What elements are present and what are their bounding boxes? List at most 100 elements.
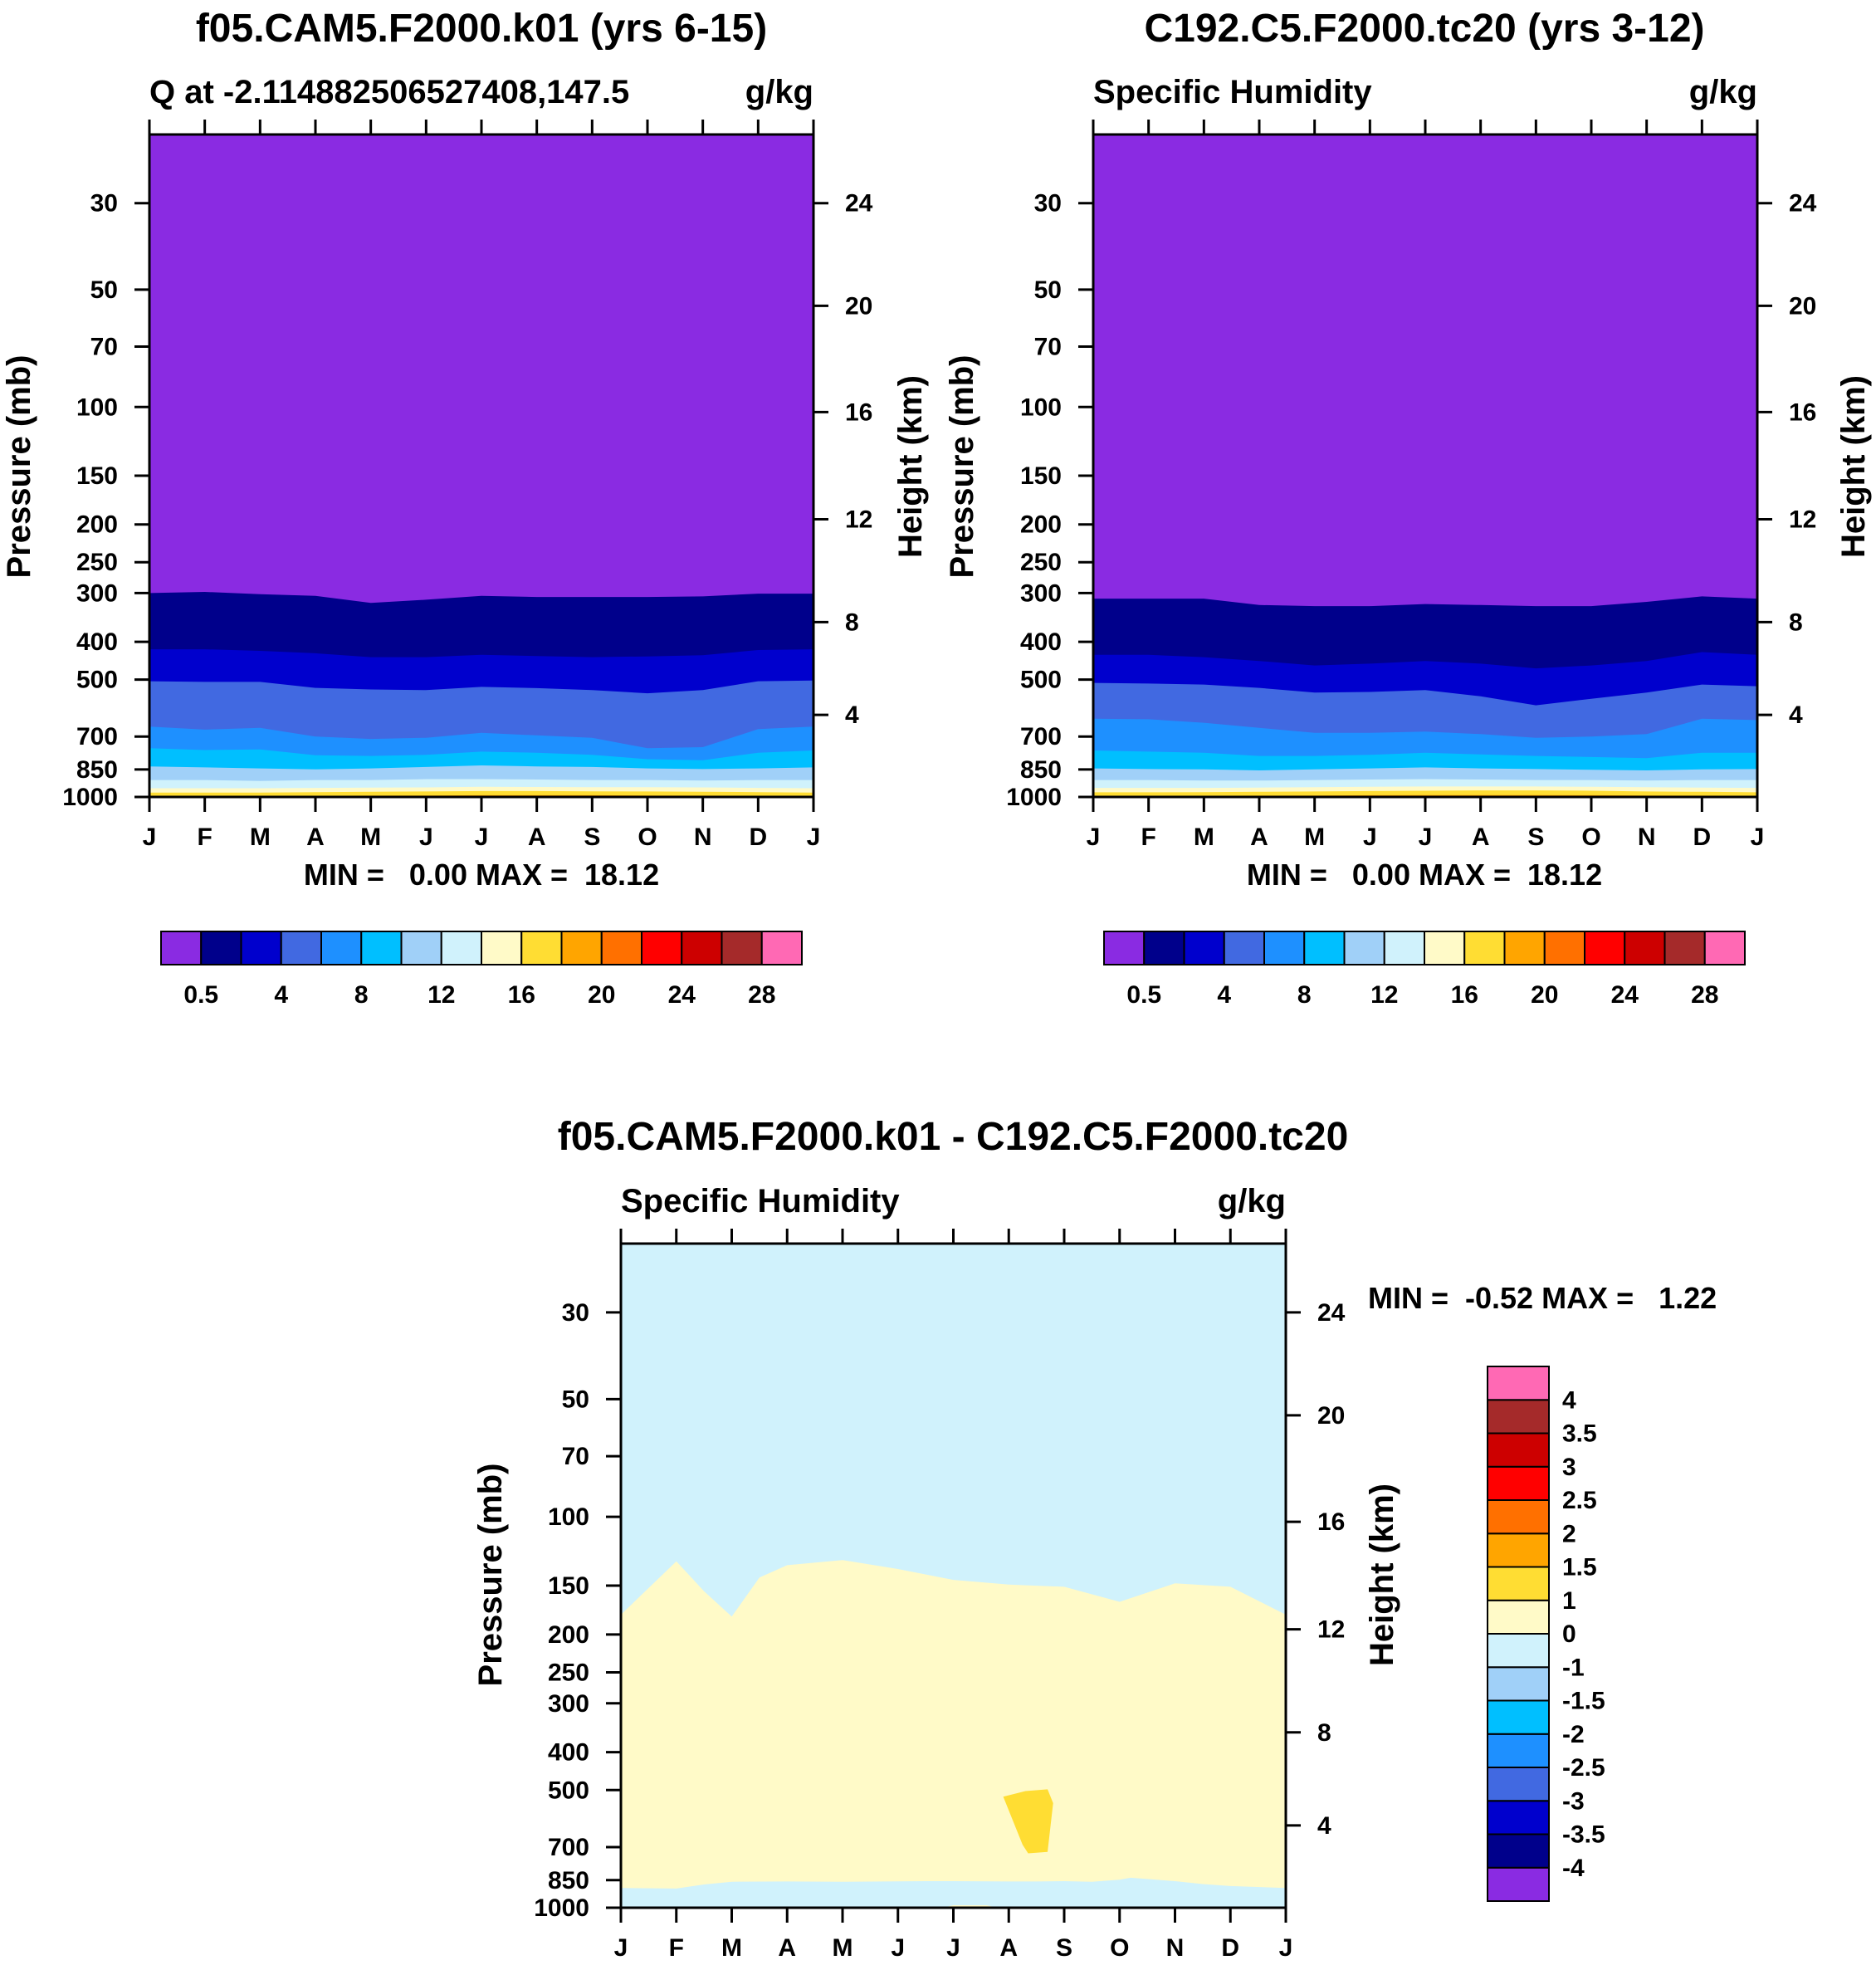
panel-2-colorbar: 0.5 4 8 12 16 20 24 28 <box>1103 931 1746 1009</box>
x-tick-label: J <box>1279 1934 1293 1962</box>
y-tick-label-right: 24 <box>1789 190 1817 218</box>
y-tick-label-left: 850 <box>1020 756 1062 784</box>
y-tick-label-left: 1000 <box>1006 784 1062 811</box>
y-tick-label-right: 8 <box>1789 609 1803 636</box>
y-tick-label-left: 500 <box>1020 667 1062 694</box>
x-tick-label: A <box>1250 824 1268 851</box>
y-tick-label-left: 200 <box>548 1621 589 1649</box>
colorbar-box <box>520 931 563 965</box>
y-tick-label-left: 250 <box>76 549 118 576</box>
colorbar-box <box>600 931 642 965</box>
y-tick-label-left: 700 <box>1020 723 1062 750</box>
x-tick-label: J <box>1087 824 1101 851</box>
x-tick-label: D <box>1221 1934 1239 1962</box>
x-tick-label: J <box>1751 824 1765 851</box>
y-tick-label-left: 250 <box>1020 549 1062 576</box>
colorbar-label: 3.5 <box>1562 1420 1597 1448</box>
colorbar-box <box>1143 931 1185 965</box>
colorbar-box <box>160 931 203 965</box>
x-tick-label: F <box>198 824 213 851</box>
x-tick-label: N <box>694 824 712 851</box>
panel-1-stats: MIN = 0.00 MAX = 18.12 <box>304 858 659 892</box>
colorbar-label: -4 <box>1562 1855 1585 1882</box>
panel-3-ylabel-left: Pressure (mb) <box>472 1464 509 1687</box>
y-tick-label-right: 24 <box>845 190 873 218</box>
x-tick-label: O <box>1581 824 1600 851</box>
y-tick-label-left: 150 <box>76 462 118 490</box>
x-tick-label: D <box>749 824 767 851</box>
colorbar-label: 4 <box>1562 1386 1576 1414</box>
colorbar-box <box>1223 931 1265 965</box>
colorbar-box <box>560 931 603 965</box>
colorbar-label: 8 <box>354 981 369 1009</box>
x-tick-label: O <box>1110 1934 1129 1962</box>
colorbar-box <box>1103 931 1146 965</box>
colorbar-box <box>1503 931 1546 965</box>
x-tick-label: J <box>475 824 489 851</box>
y-tick-label-right: 4 <box>845 701 859 729</box>
x-tick-label: N <box>1638 824 1656 851</box>
colorbar-box <box>1343 931 1385 965</box>
x-tick-label: J <box>946 1934 960 1962</box>
colorbar-label: 0.5 <box>183 981 218 1009</box>
panel-3-stats: MIN = -0.52 MAX = 1.22 <box>1368 1281 1717 1315</box>
panel-3-plot: J F M A M J J A S O N D J 30 50 70 100 150 200 250 300 400 500… <box>534 1229 1346 1962</box>
colorbar-box <box>320 931 363 965</box>
panel-3: f05.CAM5.F2000.k01 - C192.C5.F2000.tc20 … <box>472 1115 1717 1962</box>
colorbar-box <box>1487 1699 1550 1735</box>
y-tick-label-left: 850 <box>548 1867 589 1894</box>
x-tick-label: A <box>1472 824 1490 851</box>
x-tick-label: M <box>1304 824 1325 851</box>
y-tick-label-left: 30 <box>562 1299 589 1327</box>
colorbar-box <box>1703 931 1746 965</box>
colorbar-label: -2 <box>1562 1721 1585 1748</box>
y-tick-label-left: 500 <box>76 667 118 694</box>
panel-1-title: f05.CAM5.F2000.k01 (yrs 6-15) <box>196 7 767 51</box>
colorbar-box <box>1487 1633 1550 1669</box>
y-tick-label-left: 30 <box>1034 190 1062 218</box>
x-tick-label: J <box>143 824 157 851</box>
x-tick-label: J <box>1419 824 1433 851</box>
x-tick-label: J <box>807 824 821 851</box>
colorbar-label: -1.5 <box>1562 1688 1605 1715</box>
colorbar-box <box>280 931 322 965</box>
y-tick-label-left: 30 <box>90 190 118 218</box>
colorbar-box <box>1487 1399 1550 1435</box>
panel-3-left-label: Specific Humidity <box>621 1183 900 1220</box>
colorbar-box <box>240 931 282 965</box>
panel-2-ylabel-left: Pressure (mb) <box>944 355 980 579</box>
y-tick-label-right: 4 <box>1789 701 1803 729</box>
x-tick-label: M <box>360 824 381 851</box>
colorbar-box <box>1487 1465 1550 1501</box>
y-tick-label-right: 12 <box>845 506 872 533</box>
y-tick-label-right: 16 <box>1317 1508 1345 1536</box>
colorbar-label: 16 <box>1451 981 1478 1009</box>
colorbar-box <box>1487 1666 1550 1702</box>
x-tick-label: J <box>891 1934 905 1962</box>
x-tick-label: M <box>721 1934 742 1962</box>
y-tick-label-right: 24 <box>1317 1299 1346 1327</box>
y-tick-label-left: 400 <box>548 1739 589 1767</box>
y-tick-label-right: 20 <box>1317 1402 1345 1430</box>
colorbar-label: 20 <box>588 981 615 1009</box>
panel-1-left-label: Q at -2.114882506527408,147.5 <box>149 74 629 110</box>
y-tick-label-left: 200 <box>1020 511 1062 539</box>
colorbar-label: 28 <box>1691 981 1718 1009</box>
y-tick-label-left: 50 <box>1034 276 1062 304</box>
y-tick-label-left: 300 <box>1020 579 1062 607</box>
x-tick-label: S <box>1527 824 1544 851</box>
y-tick-label-right: 16 <box>1789 398 1816 426</box>
colorbar-box <box>1303 931 1346 965</box>
panel-1-colorbar: 0.5 4 8 12 16 20 24 28 <box>160 931 803 1009</box>
panel-2-plot: J F M A M J J A S O N D J 30 50 70 100 150 200 250 300 400 500… <box>1006 120 1817 851</box>
y-tick-label-left: 150 <box>548 1572 589 1600</box>
y-tick-label-left: 1000 <box>62 784 118 811</box>
panel-1: f05.CAM5.F2000.k01 (yrs 6-15) Q at -2.11… <box>1 7 929 1009</box>
colorbar-box <box>360 931 403 965</box>
panel-3-ylabel-right: Height (km) <box>1364 1484 1400 1666</box>
x-tick-label: F <box>669 1934 684 1962</box>
colorbar-label: 24 <box>668 981 696 1009</box>
y-tick-label-left: 70 <box>562 1443 589 1470</box>
x-tick-label: F <box>1141 824 1156 851</box>
y-tick-label-left: 700 <box>548 1834 589 1861</box>
